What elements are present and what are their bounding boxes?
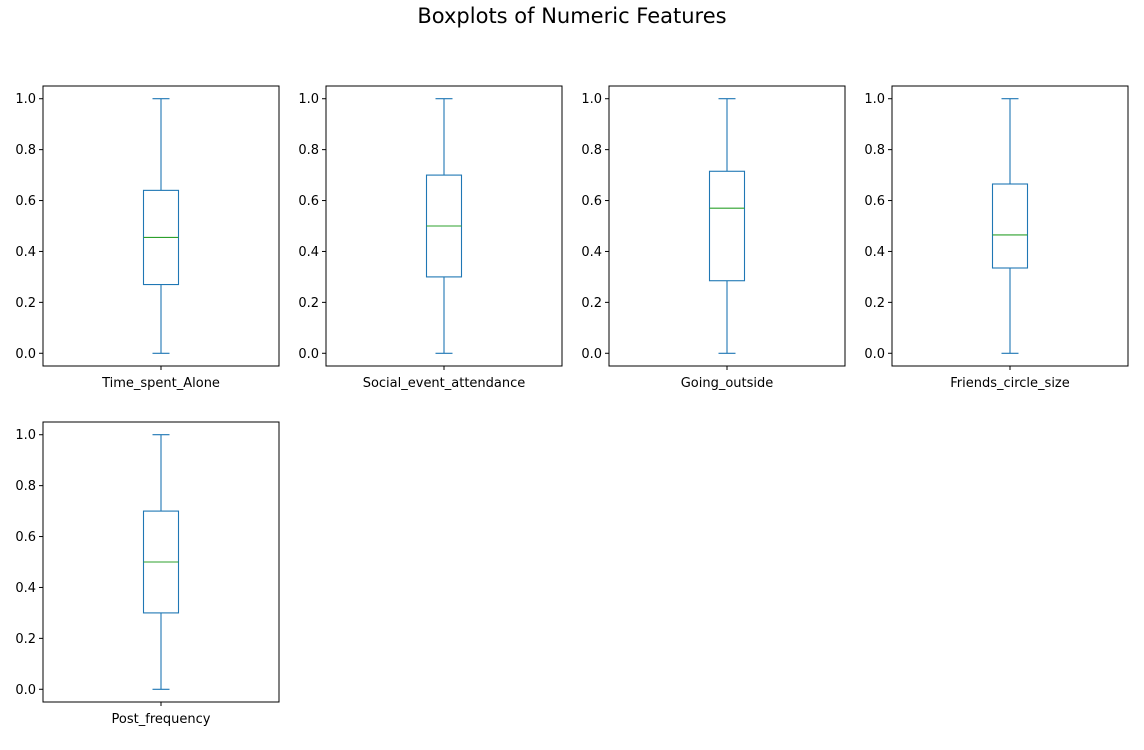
y-tick-label: 0.2 bbox=[864, 296, 885, 311]
y-tick-label: 1.0 bbox=[15, 428, 36, 443]
y-tick-label: 0.0 bbox=[15, 347, 36, 362]
subplot-3: 0.0 0.2 0.4 0.6 0.8 1.0 Going_outside bbox=[581, 85, 846, 391]
y-tick-label: 0.6 bbox=[581, 194, 602, 209]
y-tick-label: 0.4 bbox=[581, 245, 602, 260]
x-category-label: Going_outside bbox=[681, 376, 774, 391]
y-tick-label: 1.0 bbox=[864, 92, 885, 107]
subplot-1: 0.0 0.2 0.4 0.6 0.8 1.0 Time_spent_Alone bbox=[15, 85, 280, 391]
y-tick-label: 0.6 bbox=[298, 194, 319, 209]
y-tick-label: 0.2 bbox=[15, 296, 36, 311]
x-category-label: Time_spent_Alone bbox=[101, 376, 220, 391]
subplot-2: 0.0 0.2 0.4 0.6 0.8 1.0 Social_event_attendanc… bbox=[298, 85, 563, 391]
y-tick-label: 1.0 bbox=[15, 92, 36, 107]
y-tick-label: 0.0 bbox=[15, 683, 36, 698]
figure-title: Boxplots of Numeric Features bbox=[417, 4, 727, 28]
y-tick-label: 0.6 bbox=[15, 194, 36, 209]
y-tick-label: 0.2 bbox=[581, 296, 602, 311]
y-tick-label: 0.8 bbox=[864, 143, 885, 158]
y-tick-label: 0.4 bbox=[298, 245, 319, 260]
y-tick-label: 0.4 bbox=[15, 581, 36, 596]
y-tick-label: 0.0 bbox=[864, 347, 885, 362]
x-category-label: Post_frequency bbox=[112, 712, 211, 727]
y-tick-label: 1.0 bbox=[581, 92, 602, 107]
y-tick-label: 0.8 bbox=[298, 143, 319, 158]
iqr-box bbox=[708, 170, 746, 282]
y-tick-label: 0.0 bbox=[298, 347, 319, 362]
y-tick-label: 0.4 bbox=[864, 245, 885, 260]
subplot-5: 0.0 0.2 0.4 0.6 0.8 1.0 Post_frequency bbox=[15, 421, 280, 727]
y-tick-label: 0.8 bbox=[15, 479, 36, 494]
y-tick-label: 1.0 bbox=[298, 92, 319, 107]
y-tick-label: 0.4 bbox=[15, 245, 36, 260]
y-tick-label: 0.6 bbox=[15, 530, 36, 545]
x-category-label: Social_event_attendance bbox=[363, 376, 526, 391]
subplot-4: 0.0 0.2 0.4 0.6 0.8 1.0 Friends_circle_size bbox=[864, 85, 1129, 391]
y-tick-label: 0.6 bbox=[864, 194, 885, 209]
iqr-box bbox=[991, 183, 1029, 269]
y-tick-label: 0.8 bbox=[581, 143, 602, 158]
y-tick-label: 0.0 bbox=[581, 347, 602, 362]
y-tick-label: 0.8 bbox=[15, 143, 36, 158]
y-tick-label: 0.2 bbox=[298, 296, 319, 311]
y-tick-label: 0.2 bbox=[15, 632, 36, 647]
x-category-label: Friends_circle_size bbox=[950, 376, 1070, 391]
